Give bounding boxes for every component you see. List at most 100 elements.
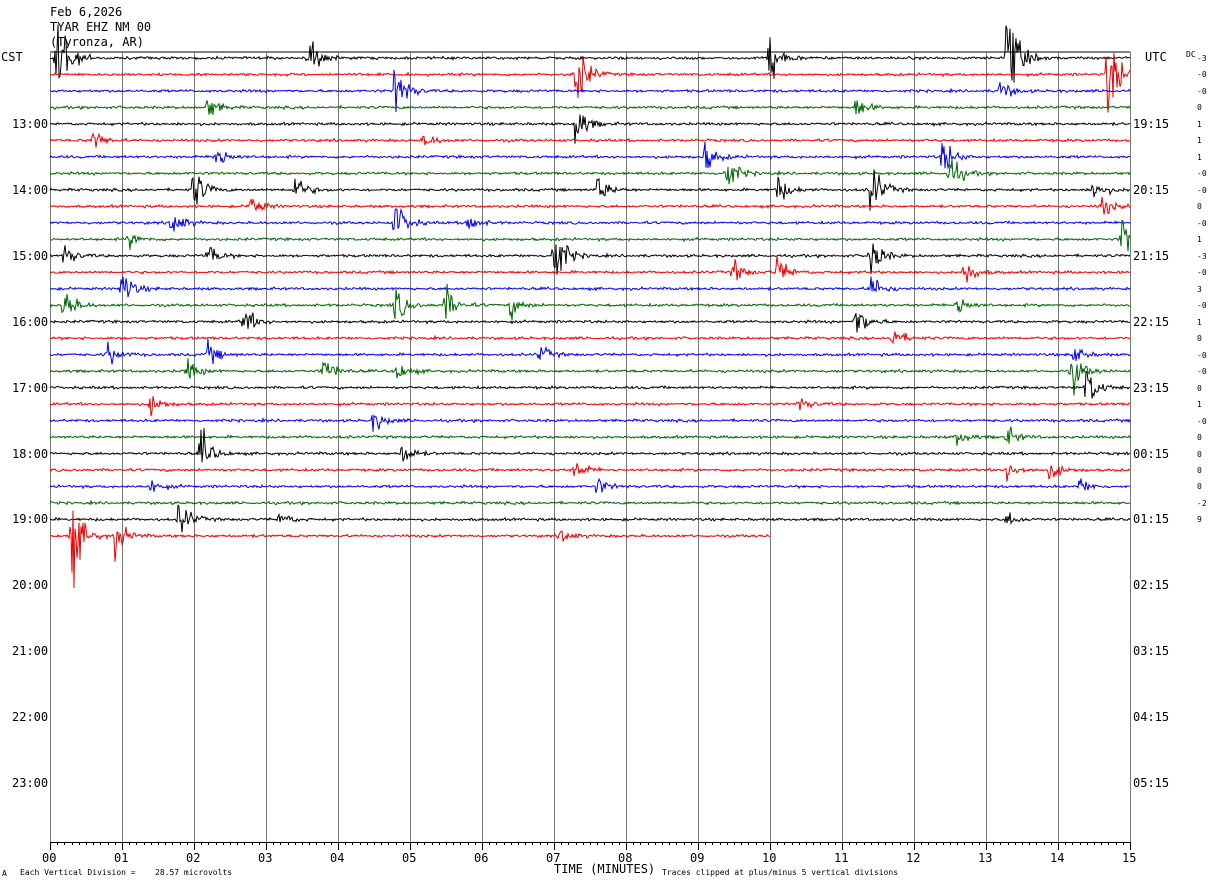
cst-hour-label: 16:00	[12, 314, 49, 329]
x-tick-label: 08	[618, 851, 633, 865]
x-tick-label: 10	[762, 851, 777, 865]
x-tick-label: 03	[258, 851, 273, 865]
dc-offset-value: -0	[1197, 416, 1207, 426]
trace-line	[49, 414, 1131, 432]
cst-hour-label: 23:00	[12, 776, 49, 791]
cst-hour-label: 19:00	[12, 512, 49, 527]
dc-offset-value: -3	[1197, 251, 1207, 261]
x-tick-label: 02	[186, 851, 201, 865]
utc-hour-label: 01:15	[1133, 512, 1170, 527]
x-tick-label: 04	[330, 851, 345, 865]
utc-hour-label: 02:15	[1133, 578, 1170, 593]
x-tick-label: 01	[114, 851, 129, 865]
trace-line	[49, 463, 1131, 482]
dc-offset-value: -2	[1197, 498, 1207, 508]
header-date: Feb 6,2026	[50, 5, 123, 19]
dc-offset-value: -0	[1197, 301, 1207, 311]
left-timezone-label: CST	[1, 50, 23, 64]
dc-offset-value: -0	[1197, 218, 1207, 228]
trace-line	[49, 114, 1131, 144]
dc-offset-value: -0	[1197, 70, 1207, 80]
dc-offset-value: 1	[1197, 136, 1202, 146]
cst-hour-label: 17:00	[12, 380, 49, 395]
trace-line	[49, 283, 1131, 321]
dc-offset-header: DC	[1186, 50, 1196, 59]
dc-offset-value: -0	[1197, 169, 1207, 179]
trace-line	[49, 510, 771, 589]
right-timezone-label: UTC	[1145, 50, 1167, 64]
trace-line	[49, 504, 1131, 533]
x-tick-label: 13	[978, 851, 993, 865]
trace-line	[49, 426, 1131, 446]
trace-line	[49, 159, 1131, 185]
dc-offset-value: 1	[1197, 400, 1202, 410]
trace-line	[49, 499, 1131, 506]
x-axis-title: TIME (MINUTES)	[554, 862, 656, 876]
x-tick-label: 09	[690, 851, 705, 865]
utc-hour-label: 04:15	[1133, 710, 1170, 725]
scale-value: 28.57 microvolts	[155, 868, 233, 877]
dc-offset-value: -3	[1197, 54, 1207, 63]
x-tick-label: 06	[474, 851, 489, 865]
dc-offset-value: -0	[1197, 367, 1207, 377]
utc-hour-label: 00:15	[1133, 446, 1170, 461]
utc-hour-label: 05:15	[1133, 776, 1170, 791]
trace-line	[49, 53, 1131, 113]
trace-line	[49, 142, 1131, 170]
cst-hour-label: 21:00	[12, 644, 49, 659]
trace-line	[49, 243, 1131, 275]
x-tick-label: 11	[834, 851, 849, 865]
trace-line	[49, 196, 1131, 215]
dc-offset-value: 3	[1197, 284, 1202, 294]
trace-line	[49, 69, 1131, 113]
trace-line	[49, 255, 1131, 283]
dc-offset-value: -0	[1197, 86, 1207, 96]
cst-hour-label: 13:00	[12, 116, 49, 131]
dc-offset-value: 0	[1197, 433, 1202, 443]
dc-offset-value: -0	[1197, 350, 1207, 360]
header-location: (Tyronza, AR)	[50, 35, 144, 49]
x-tick-label: 15	[1122, 851, 1137, 865]
cst-hour-label: 18:00	[12, 446, 49, 461]
dc-offset-value: 0	[1197, 334, 1202, 344]
trace-line	[49, 370, 1131, 399]
utc-hour-label: 03:15	[1133, 644, 1170, 659]
dc-offset-value: 0	[1197, 449, 1202, 459]
trace-line	[49, 396, 1130, 417]
dc-offset-value: 0	[1197, 383, 1202, 393]
utc-hour-label: 20:15	[1133, 182, 1170, 197]
trace-line	[49, 477, 1131, 493]
dc-offset-value: -0	[1197, 268, 1207, 278]
dc-offset-value: 1	[1197, 152, 1202, 162]
cst-hour-label: 20:00	[12, 578, 49, 593]
dc-offset-value: 9	[1197, 515, 1202, 525]
cst-hour-label: 14:00	[12, 182, 49, 197]
clip-note: Traces clipped at plus/minus 5 vertical …	[662, 868, 899, 877]
corner-mark: A	[2, 869, 7, 878]
dc-offset-value: 1	[1197, 317, 1202, 327]
dc-offset-value: 0	[1197, 103, 1202, 113]
dc-offset-value: 1	[1197, 235, 1202, 245]
utc-hour-label: 23:15	[1133, 380, 1170, 395]
trace-line	[49, 331, 1131, 345]
dc-offset-value: 0	[1197, 202, 1202, 212]
trace-line	[49, 358, 1131, 396]
x-tick-label: 07	[546, 851, 561, 865]
dc-offset-value: -0	[1197, 185, 1207, 195]
minute-gridlines	[50, 51, 1131, 850]
utc-hour-label: 22:15	[1133, 314, 1170, 329]
x-tick-label: 12	[906, 851, 921, 865]
trace-line	[49, 428, 1131, 463]
trace-line	[49, 207, 1131, 232]
trace-line	[49, 24, 1131, 83]
scale-label: Each Vertical Division =	[20, 868, 136, 877]
trace-line	[49, 219, 1131, 252]
trace-line	[49, 276, 1131, 298]
utc-hour-label: 21:15	[1133, 248, 1170, 263]
x-tick-label: 00	[42, 851, 57, 865]
dc-offset-value: 0	[1197, 466, 1202, 475]
dc-offset-value: 0	[1197, 482, 1202, 492]
trace-line	[49, 339, 1131, 365]
dc-offset-value: 1	[1197, 119, 1202, 129]
